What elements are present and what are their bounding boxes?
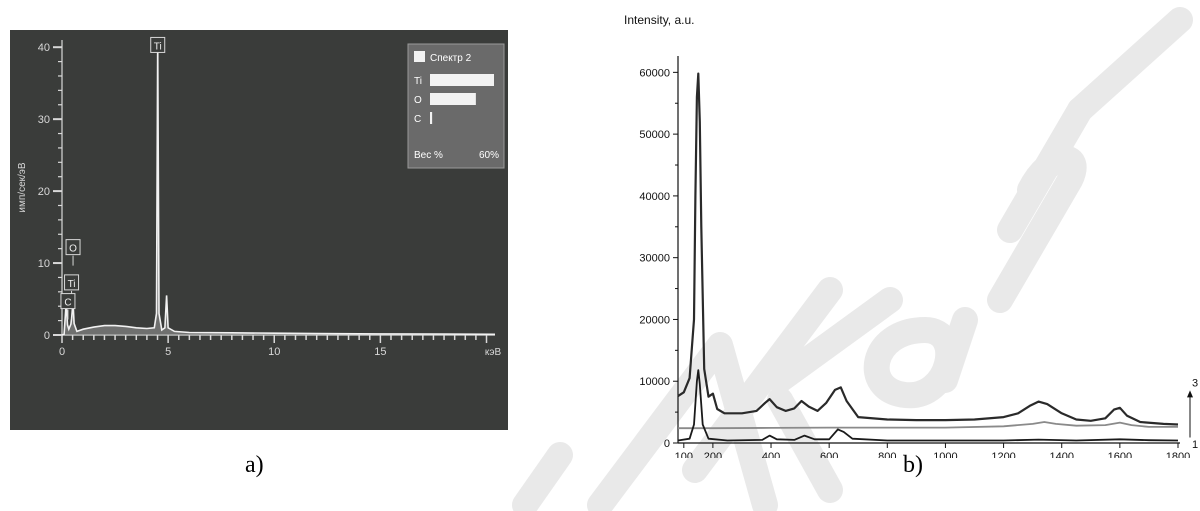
raman-x-tick-label: 1000 — [933, 451, 957, 458]
eds-legend-box — [407, 43, 505, 169]
eds-y-axis-label: имп/сек/эВ — [17, 162, 28, 212]
raman-x-tick-label: 400 — [762, 451, 780, 458]
raman-x-tick-label: 1600 — [1108, 451, 1132, 458]
raman-x-tick-label: 600 — [820, 451, 838, 458]
eds-x-tick-label: 15 — [374, 346, 386, 358]
raman-y-tick-label: 0 — [664, 438, 670, 450]
eds-legend-title: Спектр 2 — [430, 53, 472, 64]
eds-legend-footer-left: Вес % — [414, 150, 443, 161]
raman-x-tick-label: 200 — [704, 451, 722, 458]
raman-y-tick-label: 60000 — [639, 67, 670, 79]
eds-y-tick-label: 40 — [38, 42, 50, 54]
eds-y-tick-label: 0 — [44, 330, 50, 342]
eds-y-tick-label: 20 — [38, 186, 50, 198]
eds-legend-item-label: C — [414, 114, 421, 125]
raman-x-tick-label: 1200 — [991, 451, 1015, 458]
raman-y-tick-label: 40000 — [639, 191, 670, 203]
raman-spectrum-svg: Intensity, a.u. 0 10000 20000 30000 40000 5000… — [624, 13, 1198, 478]
eds-x-axis-label: кэВ — [485, 347, 502, 358]
eds-peak-box — [65, 239, 81, 256]
raman-x-tick-label: 100 — [675, 451, 693, 458]
raman-series-arrow-head — [1187, 390, 1193, 398]
eds-legend-item-label: O — [414, 95, 422, 106]
panel-label-b: b) — [903, 452, 923, 478]
eds-legend-bar — [430, 112, 433, 124]
raman-x-tick-label: 1800 — [1166, 451, 1190, 458]
panel-label-a: a) — [245, 452, 264, 478]
raman-series-line-2 — [678, 421, 1178, 430]
raman-y-tick-label: 20000 — [639, 314, 670, 326]
raman-y-tick-label: 10000 — [639, 376, 670, 388]
raman-series-label-bottom: 1 — [1192, 439, 1198, 451]
raman-y-tick-label: 30000 — [639, 253, 670, 265]
eds-peak-box — [60, 293, 76, 310]
eds-peak-box — [150, 36, 166, 53]
eds-spectrum-line — [61, 41, 496, 336]
eds-spectrum-chart: 0 10 20 30 40 имп/сек/эВ 0 5 10 15 кэВ Ti O Ti C Спектр… — [10, 30, 508, 430]
eds-x-tick-label: 0 — [59, 346, 65, 358]
eds-y-tick-label: 30 — [38, 114, 50, 126]
eds-peak-label: C — [64, 298, 71, 309]
eds-legend-bar — [430, 93, 476, 105]
eds-peak-label: Ti — [154, 41, 162, 52]
eds-legend-swatch — [414, 51, 425, 62]
raman-y-axis-label: Intensity, a.u. — [624, 13, 694, 27]
eds-legend-bar — [430, 74, 494, 86]
eds-legend-footer-right: 60% — [479, 150, 499, 161]
raman-x-tick-label: 1400 — [1049, 451, 1073, 458]
raman-series-line-1 — [677, 72, 1179, 426]
raman-y-tick-label: 50000 — [639, 129, 670, 141]
eds-peak-box — [64, 274, 80, 291]
eds-spectrum-svg: 0 10 20 30 40 имп/сек/эВ 0 5 10 15 кэВ Ti O Ti C Спектр… — [17, 36, 505, 358]
raman-series-label-top: 3 — [1192, 377, 1198, 389]
raman-x-tick-label: 800 — [878, 451, 896, 458]
raman-series-line-3 — [677, 369, 1179, 442]
eds-peak-label: Ti — [68, 279, 76, 290]
eds-legend-item-label: Ti — [414, 76, 422, 87]
eds-x-tick-label: 10 — [268, 346, 280, 358]
eds-y-tick-label: 10 — [38, 258, 50, 270]
eds-peak-label: O — [69, 244, 77, 255]
eds-x-tick-label: 5 — [165, 346, 171, 358]
raman-spectrum-chart: Intensity, a.u. 0 10000 20000 30000 40000 5000… — [600, 8, 1200, 478]
